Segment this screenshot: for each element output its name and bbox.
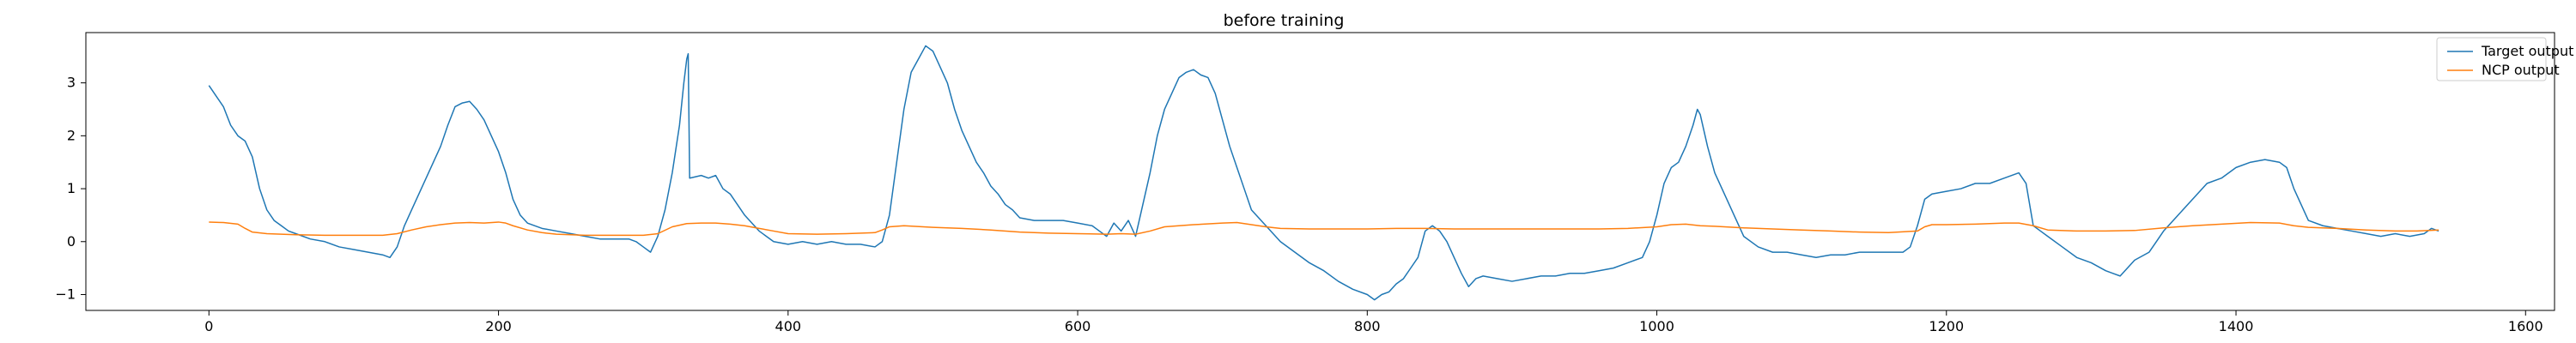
x-tick-label-1400: 1400 <box>2219 318 2254 334</box>
series-layer <box>208 45 2439 301</box>
x-tick-label-1200: 1200 <box>1929 318 1964 334</box>
legend: Target output NCP output <box>2436 37 2573 81</box>
series-line-ncp-output <box>209 221 2439 237</box>
legend-label-ncp-output: NCP output <box>2482 62 2560 78</box>
x-tick-label-1600: 1600 <box>2508 318 2543 334</box>
x-tick-label-600: 600 <box>1065 318 1091 334</box>
x-tick-label-400: 400 <box>775 318 802 334</box>
chart-title: before training <box>1224 11 1345 30</box>
x-axis: 0 200 400 600 800 1000 1200 1400 1600 <box>204 310 2543 334</box>
legend-label-target-output: Target output <box>2481 43 2573 59</box>
axes-frame <box>85 32 2555 311</box>
y-tick-label-1: 1 <box>67 180 76 196</box>
y-tick-label-3: 3 <box>67 75 76 91</box>
x-tick-label-1000: 1000 <box>1639 318 1674 334</box>
plot-area <box>85 32 2555 311</box>
series-line-target-output <box>208 45 2439 301</box>
y-tick-label--1: −1 <box>55 286 76 302</box>
y-tick-label-0: 0 <box>67 233 76 250</box>
y-axis: −1 0 1 2 3 <box>55 75 86 302</box>
x-tick-label-200: 200 <box>485 318 512 334</box>
x-tick-label-0: 0 <box>204 318 213 334</box>
x-tick-label-800: 800 <box>1354 318 1381 334</box>
y-tick-label-2: 2 <box>67 127 76 143</box>
